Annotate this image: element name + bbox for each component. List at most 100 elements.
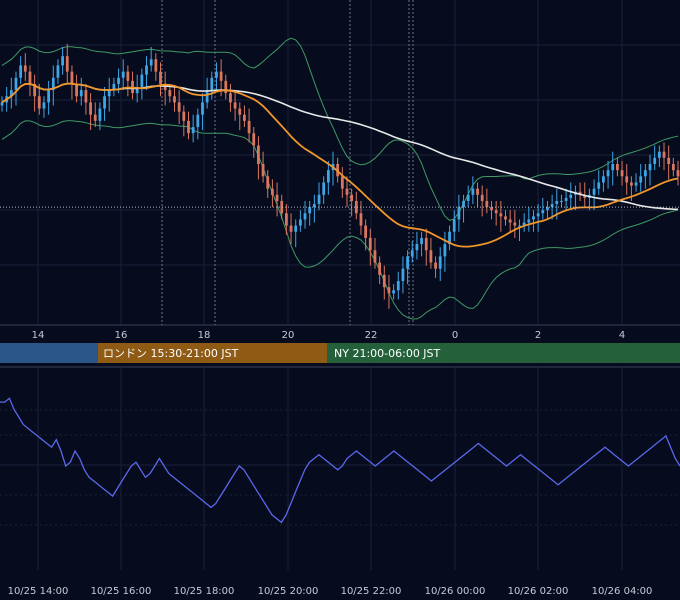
osc-x-tick-label: 10/25 16:00: [91, 586, 152, 597]
candle-body: [154, 59, 158, 72]
candle-body: [583, 194, 587, 198]
candle-body: [79, 90, 83, 97]
candle-body: [219, 71, 223, 81]
candle-body: [480, 194, 484, 201]
candle-body: [378, 262, 382, 275]
candle-body: [196, 114, 200, 128]
candle-body: [592, 188, 596, 195]
candle-body: [620, 170, 624, 177]
candle-body: [615, 164, 619, 171]
candle-body: [508, 219, 512, 223]
oscillator-x-axis-labels: 10/25 14:00 10/25 16:00 10/25 18:00 10/25 2…: [8, 586, 653, 597]
candle-body: [485, 200, 489, 208]
candle-body: [84, 90, 88, 103]
candle-body: [298, 219, 302, 226]
candle-body: [546, 207, 549, 211]
osc-x-tick-label: 10/25 22:00: [341, 586, 402, 597]
candle-body: [434, 262, 437, 269]
session-ny-label: NY 21:00-06:00 JST: [334, 347, 441, 360]
candle-body: [410, 250, 414, 257]
candle-body: [159, 71, 162, 84]
osc-x-tick-label: 10/25 20:00: [258, 586, 319, 597]
candle-body: [145, 65, 148, 75]
candle-body: [135, 87, 139, 94]
candle-body: [42, 102, 46, 109]
main-x-tick-label: 22: [365, 330, 378, 341]
candle-body: [117, 77, 120, 84]
candle-body: [438, 256, 442, 269]
candle-body: [373, 250, 377, 263]
candle-body: [19, 65, 23, 78]
candle-body: [289, 225, 293, 232]
candle-body: [452, 219, 456, 232]
candle-body: [205, 90, 209, 103]
candle-body: [312, 204, 316, 208]
candle-body: [187, 120, 190, 134]
oscillator-series: [0, 397, 680, 524]
candle-body: [569, 194, 573, 198]
main-x-tick-label: 4: [619, 330, 625, 341]
candle-body: [47, 90, 51, 103]
candle-body: [629, 182, 633, 186]
candle-body: [112, 83, 116, 91]
candle-body: [294, 225, 298, 232]
osc-x-tick-label: 10/26 00:00: [425, 586, 486, 597]
sma-orange: [1, 82, 679, 248]
candle-body: [578, 191, 582, 195]
candle-body: [243, 114, 246, 121]
candle-body: [275, 194, 279, 201]
main-x-tick-label: 20: [282, 330, 295, 341]
candle-body: [121, 71, 125, 78]
candle-body: [643, 170, 647, 177]
candle-body: [173, 96, 176, 103]
candle-body: [308, 207, 312, 214]
candle-body: [555, 200, 559, 205]
osc-x-tick-label: 10/25 18:00: [174, 586, 235, 597]
candle-body: [103, 96, 106, 109]
osc-x-tick-label: 10/25 14:00: [8, 586, 69, 597]
candle-body: [606, 170, 610, 177]
candle-body: [247, 120, 251, 134]
candle-body: [424, 237, 428, 251]
candle-body: [522, 222, 526, 226]
candle-body: [401, 268, 405, 282]
session-ny: [327, 343, 680, 363]
candle-body: [149, 59, 153, 66]
candle-body: [541, 210, 545, 214]
candle-body: [392, 290, 396, 294]
candle-body: [602, 176, 605, 183]
candle-body: [238, 108, 242, 115]
candle-body: [9, 90, 13, 97]
candle-body: [51, 77, 55, 91]
candle-body: [466, 194, 470, 201]
candle-body: [345, 188, 349, 195]
candle-body: [354, 200, 358, 214]
candle-body: [177, 102, 181, 112]
candle-body: [322, 182, 326, 195]
candle-body: [61, 56, 65, 66]
candle-body: [215, 71, 218, 78]
candle-body: [560, 200, 563, 202]
candle-body: [443, 244, 447, 257]
candle-body: [415, 244, 419, 251]
candle-body: [648, 164, 652, 171]
bb-upper: [1, 37, 679, 221]
moving-averages: [1, 82, 679, 248]
candle-body: [271, 188, 274, 195]
candle-body: [653, 157, 657, 164]
candle-body: [625, 176, 629, 183]
candle-body: [396, 281, 400, 291]
candle-body: [14, 77, 18, 91]
candle-body: [364, 225, 368, 238]
candle-body: [550, 204, 554, 208]
candle-body: [671, 164, 675, 171]
candle-body: [429, 250, 433, 263]
candle-body: [536, 213, 540, 217]
candle-body: [634, 182, 638, 186]
candle-body: [140, 74, 144, 87]
candle-body: [107, 90, 111, 97]
candle-body: [462, 200, 465, 208]
session-london-label: ロンドン 15:30-21:00 JST: [103, 347, 239, 360]
main-x-tick-label: 18: [198, 330, 211, 341]
